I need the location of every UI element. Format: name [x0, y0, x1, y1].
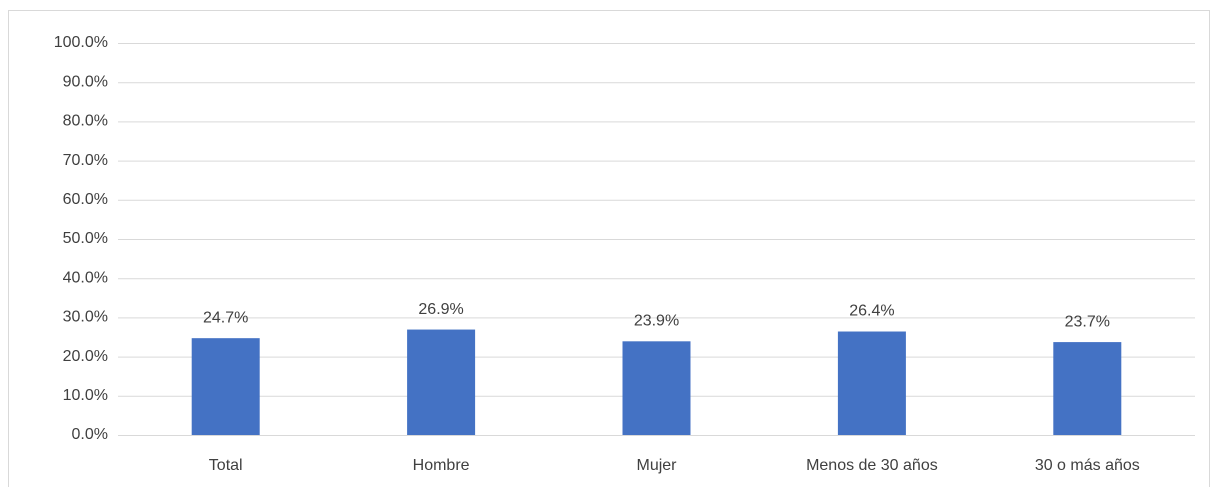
bar [622, 341, 691, 435]
data-label: 24.7% [203, 309, 248, 326]
bar [1053, 342, 1122, 435]
data-label: 23.7% [1065, 313, 1110, 330]
y-tick-label: 0.0% [72, 426, 108, 443]
data-label: 26.4% [849, 303, 894, 320]
y-tick-label: 50.0% [63, 230, 108, 247]
data-label: 23.9% [634, 313, 679, 330]
x-tick-label: Menos de 30 años [806, 457, 938, 474]
bar [407, 329, 476, 435]
y-tick-label: 80.0% [63, 113, 108, 130]
y-tick-label: 10.0% [63, 387, 108, 404]
y-tick-label: 70.0% [63, 152, 108, 169]
y-tick-label: 60.0% [63, 191, 108, 208]
y-tick-label: 40.0% [63, 269, 108, 286]
y-tick-label: 100.0% [54, 34, 108, 51]
x-tick-label: Hombre [413, 457, 470, 474]
x-tick-label: Mujer [636, 457, 677, 474]
bar [837, 331, 906, 435]
data-label: 26.9% [418, 301, 463, 318]
x-tick-label: Total [209, 457, 243, 474]
x-tick-label: 30 o más años [1035, 457, 1140, 474]
y-tick-label: 20.0% [63, 348, 108, 365]
y-tick-label: 90.0% [63, 73, 108, 90]
bar [191, 338, 260, 435]
y-tick-label: 30.0% [63, 309, 108, 326]
chart-border [8, 10, 1210, 487]
